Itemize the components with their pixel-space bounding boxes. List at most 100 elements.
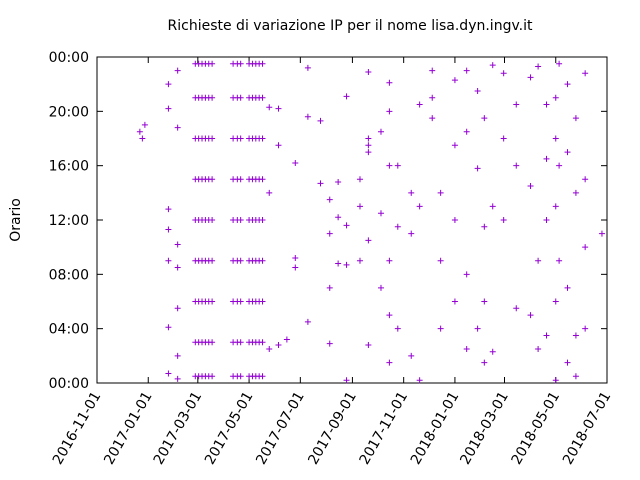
point bbox=[535, 257, 542, 264]
x-tick-label: 2017-01-01 bbox=[101, 389, 156, 467]
point bbox=[165, 226, 172, 233]
point bbox=[209, 94, 216, 101]
point bbox=[437, 325, 444, 332]
y-tick-label: 16:00 bbox=[49, 159, 89, 175]
point bbox=[564, 359, 571, 366]
point bbox=[377, 210, 384, 217]
point bbox=[174, 305, 181, 312]
point bbox=[174, 241, 181, 248]
point bbox=[552, 135, 559, 142]
point bbox=[237, 135, 244, 142]
point bbox=[165, 81, 172, 88]
point bbox=[174, 124, 181, 131]
point bbox=[500, 217, 507, 223]
point bbox=[451, 217, 458, 223]
point bbox=[141, 121, 148, 128]
point bbox=[377, 128, 384, 135]
point bbox=[481, 298, 488, 305]
point bbox=[386, 312, 393, 319]
point bbox=[365, 149, 372, 156]
x-tick-label: 2017-11-01 bbox=[357, 389, 412, 467]
point bbox=[174, 375, 181, 382]
point bbox=[209, 217, 216, 223]
point bbox=[304, 64, 311, 71]
point bbox=[572, 189, 579, 196]
point bbox=[304, 318, 311, 325]
point bbox=[394, 223, 401, 230]
point bbox=[365, 135, 372, 142]
point bbox=[552, 377, 559, 384]
point bbox=[535, 63, 542, 70]
point bbox=[365, 68, 372, 75]
point bbox=[259, 60, 266, 67]
x-tick-label: 2018-01-01 bbox=[408, 389, 463, 467]
point bbox=[259, 373, 266, 380]
point bbox=[165, 257, 172, 264]
point bbox=[266, 189, 273, 196]
point bbox=[489, 203, 496, 210]
x-tick-label: 2018-03-01 bbox=[457, 389, 512, 467]
point bbox=[209, 339, 216, 346]
point bbox=[275, 105, 282, 112]
point bbox=[139, 135, 146, 142]
point bbox=[174, 67, 181, 74]
point bbox=[489, 62, 496, 69]
point bbox=[451, 142, 458, 149]
point bbox=[165, 370, 172, 377]
point bbox=[259, 135, 266, 142]
point bbox=[259, 176, 266, 183]
point bbox=[500, 135, 507, 142]
point bbox=[292, 159, 299, 166]
point bbox=[394, 325, 401, 332]
point bbox=[386, 257, 393, 264]
point bbox=[552, 298, 559, 305]
point bbox=[209, 176, 216, 183]
point bbox=[174, 352, 181, 359]
point bbox=[451, 77, 458, 84]
x-tick-label: 2018-07-01 bbox=[560, 389, 615, 467]
point bbox=[527, 312, 534, 319]
plot-frame bbox=[96, 56, 608, 384]
point bbox=[259, 298, 266, 305]
point bbox=[237, 60, 244, 67]
point bbox=[326, 196, 333, 203]
point bbox=[174, 264, 181, 271]
point bbox=[463, 346, 470, 353]
point bbox=[165, 105, 172, 112]
y-tick-label: 12:00 bbox=[49, 213, 89, 229]
point bbox=[513, 305, 520, 312]
point bbox=[266, 346, 273, 353]
point bbox=[474, 87, 481, 94]
point bbox=[408, 230, 415, 237]
point bbox=[209, 373, 216, 380]
point bbox=[209, 135, 216, 142]
point bbox=[365, 237, 372, 244]
point bbox=[582, 70, 589, 77]
point bbox=[564, 81, 571, 88]
point bbox=[259, 217, 266, 223]
point bbox=[335, 214, 342, 221]
point bbox=[304, 113, 311, 120]
point bbox=[259, 339, 266, 346]
point bbox=[408, 189, 415, 196]
point bbox=[365, 142, 372, 149]
point bbox=[266, 104, 273, 111]
point bbox=[582, 176, 589, 183]
point bbox=[343, 93, 350, 100]
point bbox=[335, 178, 342, 185]
point bbox=[386, 79, 393, 86]
point bbox=[582, 244, 589, 251]
point bbox=[326, 340, 333, 347]
y-tick-label: 20:00 bbox=[49, 104, 89, 120]
point bbox=[513, 162, 520, 169]
point bbox=[429, 115, 436, 122]
point bbox=[451, 298, 458, 305]
point bbox=[386, 359, 393, 366]
point bbox=[564, 284, 571, 291]
point bbox=[237, 339, 244, 346]
point bbox=[283, 336, 290, 343]
point bbox=[556, 60, 563, 67]
point bbox=[500, 70, 507, 77]
point bbox=[437, 189, 444, 196]
point bbox=[408, 352, 415, 359]
